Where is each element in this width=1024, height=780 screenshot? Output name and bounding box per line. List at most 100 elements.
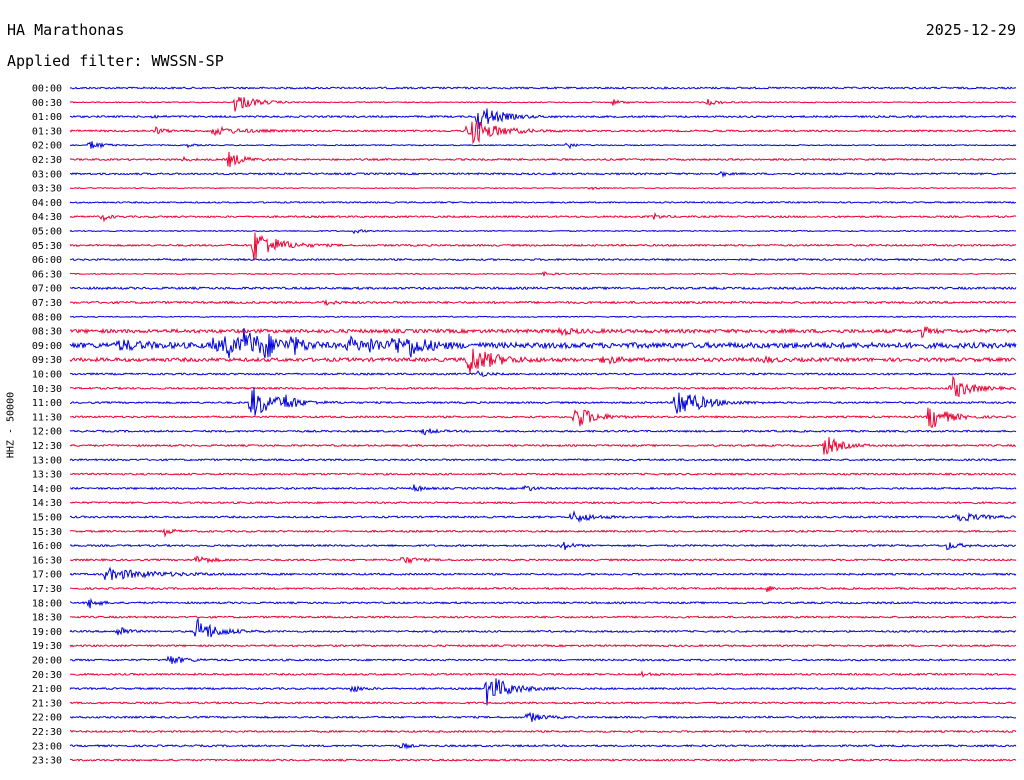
time-label: 18:30 (32, 613, 62, 624)
trace-line (69, 407, 1017, 429)
time-label: 14:30 (32, 498, 62, 509)
time-label: 16:30 (32, 555, 62, 566)
trace-line (69, 86, 1017, 90)
time-label: 17:00 (32, 570, 62, 581)
trace-line (69, 151, 1017, 168)
time-label: 11:00 (32, 398, 62, 409)
trace-line (69, 597, 1017, 609)
time-label: 16:00 (32, 541, 62, 552)
time-label: 00:00 (32, 84, 62, 95)
trace-line (69, 375, 1017, 397)
applied-filter: Applied filter: WWSSN-SP (7, 52, 224, 70)
trace-line (69, 566, 1017, 581)
time-label: 01:00 (32, 112, 62, 123)
trace-line (69, 370, 1017, 377)
time-label: 00:30 (32, 98, 62, 109)
trace-line (69, 555, 1017, 565)
time-label: 09:00 (32, 341, 62, 352)
time-label: 22:30 (32, 727, 62, 738)
time-label: 15:30 (32, 527, 62, 538)
time-label: 05:00 (32, 227, 62, 238)
time-label: 01:30 (32, 126, 62, 137)
trace-line (69, 186, 1017, 191)
time-label: 21:00 (32, 684, 62, 695)
trace-line (69, 670, 1017, 678)
trace-line (69, 200, 1017, 204)
trace-line (69, 701, 1017, 705)
time-label: 21:30 (32, 698, 62, 709)
time-label: 10:00 (32, 370, 62, 381)
time-label: 19:00 (32, 627, 62, 638)
trace-line (69, 711, 1017, 722)
time-labels: 00:00 00:30 01:00 01:30 02:00 02:30 03:00 03:30… (32, 84, 62, 767)
trace-line (69, 229, 1017, 235)
trace-line (69, 500, 1017, 505)
trace-line (69, 655, 1017, 665)
time-label: 18:00 (32, 598, 62, 609)
time-label: 22:00 (32, 713, 62, 724)
trace-line (69, 315, 1017, 319)
trace-line (69, 758, 1017, 762)
time-label: 02:00 (32, 141, 62, 152)
trace-line (69, 232, 1017, 261)
time-label: 06:30 (32, 269, 62, 280)
time-label: 13:00 (32, 455, 62, 466)
trace-line (69, 286, 1017, 291)
trace-line (69, 428, 1017, 436)
trace-line (69, 327, 1017, 359)
trace-line (69, 97, 1017, 112)
time-label: 08:30 (32, 327, 62, 338)
time-label: 19:30 (32, 641, 62, 652)
time-label: 15:00 (32, 513, 62, 524)
trace-line (69, 387, 1017, 416)
trace-line (69, 437, 1017, 455)
trace-line (69, 729, 1017, 734)
time-label: 10:30 (32, 384, 62, 395)
trace-line (69, 271, 1017, 277)
time-label: 11:30 (32, 412, 62, 423)
trace-line (69, 617, 1017, 638)
seismogram-traces (69, 86, 1017, 762)
time-label: 06:00 (32, 255, 62, 266)
time-label: 12:30 (32, 441, 62, 452)
trace-line (69, 141, 1017, 150)
trace-line (69, 257, 1017, 262)
time-label: 08:00 (32, 312, 62, 323)
trace-line (69, 211, 1017, 223)
trace-line (69, 615, 1017, 619)
trace-line (69, 458, 1017, 462)
trace-line (69, 510, 1017, 524)
time-label: 23:30 (32, 756, 62, 767)
time-label: 12:00 (32, 427, 62, 438)
time-label: 07:30 (32, 298, 62, 309)
time-label: 07:00 (32, 284, 62, 295)
time-label: 14:00 (32, 484, 62, 495)
time-label: 23:00 (32, 741, 62, 752)
trace-line (69, 348, 1017, 374)
trace-line (69, 298, 1017, 307)
record-date: 2025-12-29 (925, 21, 1016, 39)
time-label: 04:30 (32, 212, 62, 223)
trace-line (69, 170, 1017, 178)
time-label: 09:30 (32, 355, 62, 366)
time-label: 13:30 (32, 470, 62, 481)
time-label: 03:00 (32, 169, 62, 180)
time-label: 05:30 (32, 241, 62, 252)
time-label: 20:00 (32, 656, 62, 667)
time-label: 03:30 (32, 184, 62, 195)
time-label: 02:30 (32, 155, 62, 166)
trace-line (69, 678, 1017, 706)
trace-line (69, 528, 1017, 538)
trace-line (69, 326, 1017, 339)
trace-line (69, 108, 1017, 130)
time-label: 04:00 (32, 198, 62, 209)
trace-line (69, 472, 1017, 476)
trace-line (69, 121, 1017, 145)
trace-line (69, 643, 1017, 648)
time-label: 17:30 (32, 584, 62, 595)
trace-line (69, 541, 1017, 551)
trace-line (69, 585, 1017, 592)
time-label: 20:30 (32, 670, 62, 681)
trace-line (69, 742, 1017, 750)
